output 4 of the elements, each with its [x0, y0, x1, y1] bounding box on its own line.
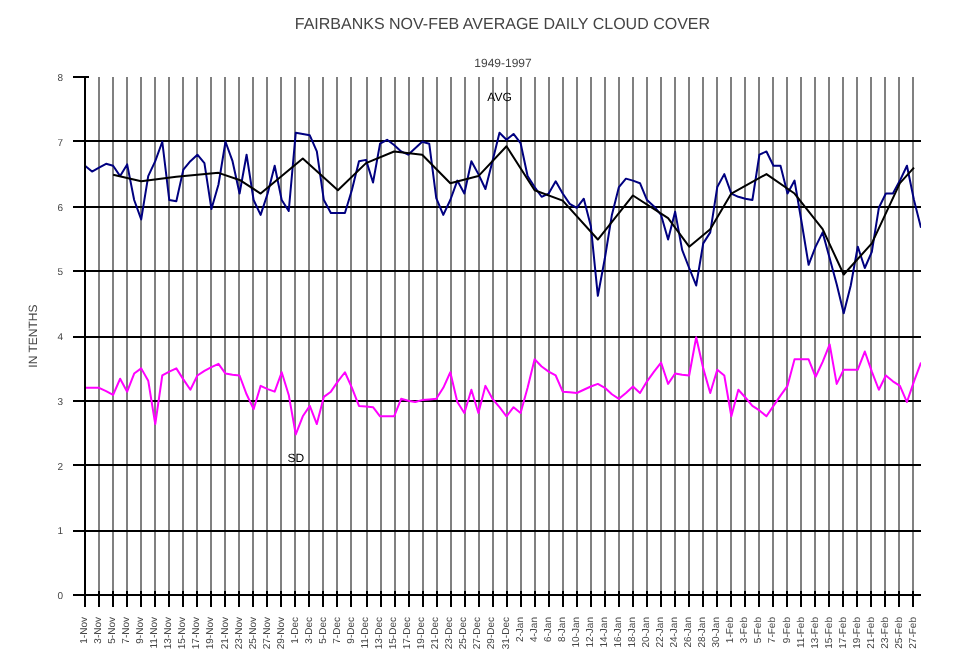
- chart-title: FAIRBANKS NOV-FEB AVERAGE DAILY CLOUD COVER: [294, 15, 711, 33]
- line-series: [85, 336, 921, 436]
- line-series: [85, 131, 921, 315]
- line-series: [112, 145, 915, 276]
